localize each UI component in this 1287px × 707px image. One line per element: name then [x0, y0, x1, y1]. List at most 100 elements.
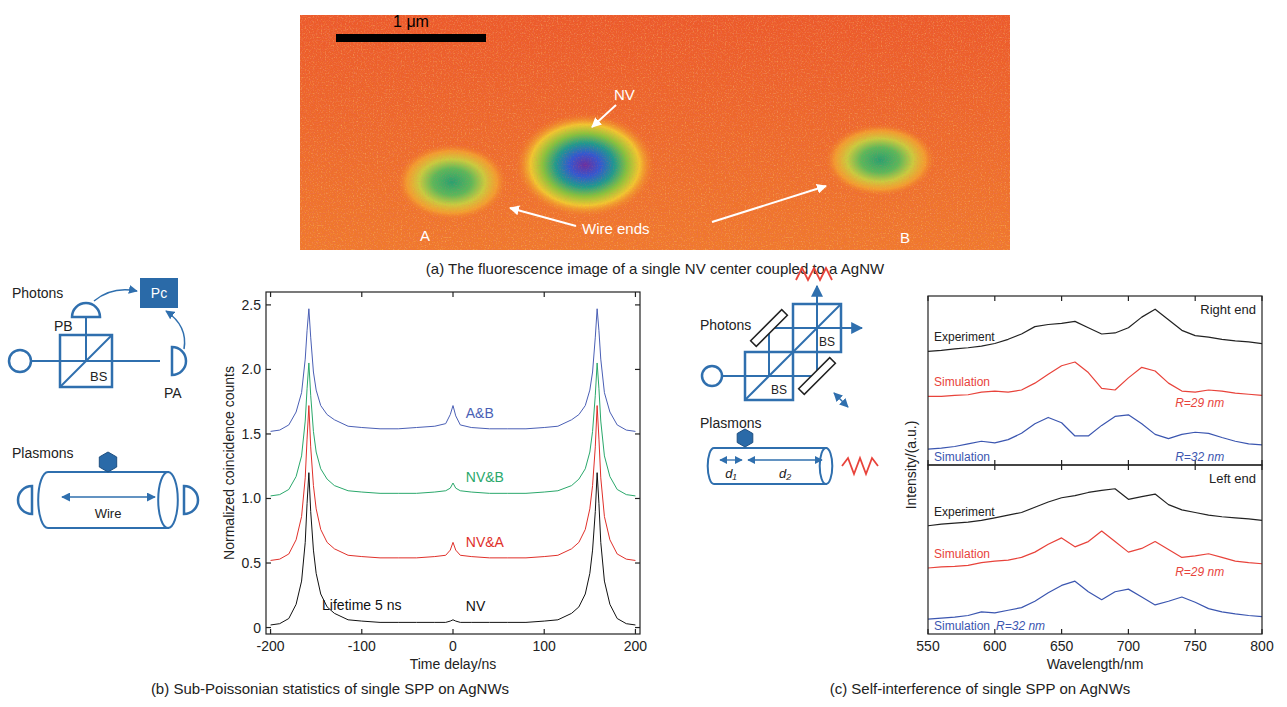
nv-label: NV [614, 86, 635, 103]
y-tick [635, 369, 640, 370]
y-tick [635, 562, 640, 563]
beam-splitter [793, 304, 841, 352]
detector [18, 486, 32, 514]
x-tick [1195, 465, 1196, 470]
annotation: R=32 nm [996, 619, 1045, 633]
plot-area [928, 309, 1262, 449]
x-tick [1061, 629, 1062, 634]
series-label: Experiment [934, 505, 995, 519]
scale-bar-label: 1 μm [393, 13, 429, 30]
x-tick-label: 100 [533, 638, 557, 654]
x-tick [361, 292, 362, 297]
beam-splitter-diagonal [60, 335, 112, 387]
x-tick [452, 292, 453, 297]
series-line [271, 406, 636, 561]
detector [184, 486, 198, 514]
annotation: R=29 nm [1175, 396, 1224, 410]
x-tick [544, 629, 545, 634]
y-tick [266, 627, 271, 628]
x-tick [994, 465, 995, 470]
beam [85, 318, 87, 361]
arrow [592, 105, 616, 127]
end-label: B [900, 229, 910, 246]
wire-ends-label: Wire ends [582, 220, 650, 237]
correlator [140, 278, 178, 308]
detector-label: PB [54, 318, 73, 334]
wire-label: Wire [95, 506, 122, 521]
bs-label: BS [90, 369, 108, 384]
detector [72, 303, 100, 317]
caption: (b) Sub-Poissonian statistics of single … [151, 680, 509, 697]
x-tick [361, 629, 362, 634]
x-axis-title: Wavelength/nm [1047, 656, 1144, 672]
y-tick [266, 562, 271, 563]
series-label: Simulation [934, 547, 990, 561]
correlator-label: Pc [151, 285, 167, 301]
x-tick [927, 465, 928, 470]
x-tick-label: 750 [1184, 638, 1208, 654]
nv-center [99, 452, 116, 472]
series-line [271, 473, 636, 625]
y-tick [635, 627, 640, 628]
series-label: Simulation [934, 375, 990, 389]
beam-splitter-diagonal [793, 304, 841, 352]
y-tick [266, 433, 271, 434]
caption: (c) Self-interference of single SPP on A… [830, 680, 1131, 697]
plot-frame [266, 292, 640, 634]
distance-arrow [748, 459, 822, 460]
series-line [271, 309, 636, 432]
plot-area [271, 309, 636, 625]
photons-label: Photons [12, 285, 63, 301]
plot-area [928, 489, 1262, 619]
beam-splitter [745, 352, 793, 400]
y-tick [635, 433, 640, 434]
x-tick [270, 629, 271, 634]
y-tick-label: 1.5 [242, 426, 262, 442]
arrow [712, 186, 826, 222]
y-tick-label: 0 [253, 620, 261, 636]
x-tick [1261, 465, 1262, 470]
series-label: Experiment [934, 330, 995, 344]
fluorescence-image: 1 μm NV Wire ends A B [300, 13, 1010, 250]
x-tick [1128, 629, 1129, 634]
series-line [928, 489, 1262, 526]
mirror [751, 310, 788, 347]
chart: Intensity/(a.u.)Right endExperimentSimul… [903, 296, 1262, 509]
x-tick [1261, 460, 1262, 465]
plasmons-label: Plasmons [12, 445, 73, 461]
image-noise [300, 15, 1010, 250]
distance-label: d₁ [725, 466, 736, 481]
x-tick-label: -100 [348, 638, 376, 654]
y-tick [266, 369, 271, 370]
x-tick-label: 550 [916, 638, 940, 654]
distance-label: d₂ [779, 466, 791, 481]
image-noise [300, 15, 1010, 250]
x-tick [1061, 465, 1062, 470]
plasmons-label: Plasmons [700, 415, 761, 431]
end-label: A [420, 227, 430, 244]
caption: (a) The fluorescence image of a single N… [426, 260, 885, 277]
plot-frame [928, 296, 1262, 465]
wave [842, 458, 878, 474]
y-axis-title: Normalized coincidence counts [221, 366, 237, 560]
x-tick [994, 460, 995, 465]
x-tick [927, 460, 928, 465]
series-label: NV&A [466, 534, 505, 550]
x-tick [927, 296, 928, 301]
scale-bar [336, 34, 486, 42]
series-label: NV&B [466, 469, 504, 485]
y-tick-label: 0.5 [242, 555, 262, 571]
detector-label: PA [164, 385, 182, 401]
plot-frame [928, 465, 1262, 634]
x-tick-label: 0 [449, 638, 457, 654]
chart: 550600650700750800Wavelength/nmLeft endE… [916, 465, 1274, 672]
x-tick [1128, 460, 1129, 465]
y-tick [266, 304, 271, 305]
hbt-diagram: BS Photons PB PA Pc Plasmons Wire [9, 278, 198, 528]
x-tick [1061, 460, 1062, 465]
annotation: R=29 nm [1175, 565, 1224, 579]
signal-arrow [166, 311, 185, 349]
series-line [928, 415, 1262, 449]
x-tick-label: 650 [1050, 638, 1074, 654]
beam-splitter-diagonal [745, 352, 793, 400]
